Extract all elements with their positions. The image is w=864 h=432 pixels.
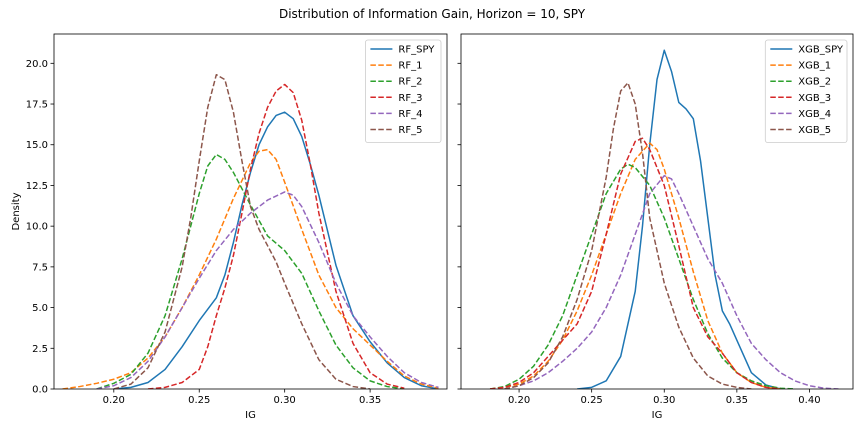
series-line-xgb-3 xyxy=(489,137,781,389)
legend-box xyxy=(764,39,848,143)
series-line-xgb-1 xyxy=(489,142,781,389)
figure-title: Distribution of Information Gain, Horizo… xyxy=(278,7,586,21)
y-tick-label: 17.5 xyxy=(26,100,48,111)
axes-frame xyxy=(460,33,854,390)
legend-label: XGB_3 xyxy=(798,93,831,104)
y-tick-label: 0.0 xyxy=(32,385,48,396)
legend: XGB_SPY XGB_1 XGB_2 XGB_3 XGB_4 XGB_5 xyxy=(764,39,848,143)
x-tick-label: 0.30 xyxy=(653,395,675,406)
y-tick-label: 12.5 xyxy=(26,181,48,192)
legend-label: XGB_2 xyxy=(798,77,831,88)
legend: RF_SPY RF_1 RF_2 RF_3 RF_4 RF_5 xyxy=(364,39,442,143)
y-tick-label: 7.5 xyxy=(32,262,48,273)
series-line-rf-spy xyxy=(113,111,439,389)
series-line-rf-3 xyxy=(147,83,405,389)
series-line-xgb-spy xyxy=(577,49,781,389)
axes-frame xyxy=(53,33,448,390)
panel-2: 0.20 0.25 0.30 0.35 0.40IGXGB_SPYXGB_1XGB_2X… xyxy=(457,33,854,421)
plot-area xyxy=(489,49,839,389)
y-tick-label: 5.0 xyxy=(32,303,48,314)
x-tick-label: 0.25 xyxy=(581,395,603,406)
series-line-rf-4 xyxy=(96,191,439,389)
x-tick-label: 0.20 xyxy=(103,395,125,406)
legend-label: XGB_1 xyxy=(798,61,831,72)
x-tick-label: 0.20 xyxy=(508,395,530,406)
y-axis-label: Density xyxy=(11,192,22,230)
legend-label: RF_SPY xyxy=(398,45,435,56)
legend-label: RF_4 xyxy=(398,109,422,120)
legend-label: XGB_4 xyxy=(798,109,831,120)
y-tick-label: 20.0 xyxy=(26,59,48,70)
x-axis-label: IG xyxy=(245,410,256,421)
legend-label: RF_5 xyxy=(398,125,422,136)
panel-1: 0.20 0.25 0.30 0.35 0.0 2.5 5.0 7.5 10.0 12.5 15.0… xyxy=(11,33,448,421)
legend-box xyxy=(364,39,442,143)
x-tick-label: 0.35 xyxy=(726,395,748,406)
series-line-rf-5 xyxy=(113,73,371,389)
series-line-xgb-5 xyxy=(504,82,752,389)
y-tick-label: 10.0 xyxy=(26,222,48,233)
legend-label: RF_3 xyxy=(398,93,422,104)
x-tick-label: 0.30 xyxy=(274,395,296,406)
legend-label: RF_1 xyxy=(398,61,422,72)
x-tick-label: 0.25 xyxy=(188,395,210,406)
y-tick-label: 2.5 xyxy=(32,344,48,355)
y-tick-label: 15.0 xyxy=(26,140,48,151)
series-line-xgb-4 xyxy=(504,174,839,389)
x-tick-label: 0.35 xyxy=(359,395,381,406)
legend-label: XGB_SPY xyxy=(798,45,844,56)
legend-label: XGB_5 xyxy=(798,125,831,136)
series-line-rf-1 xyxy=(62,148,439,389)
series-line-xgb-2 xyxy=(489,163,795,389)
series-line-rf-2 xyxy=(96,153,405,389)
x-tick-label: 0.40 xyxy=(798,395,820,406)
plot-area xyxy=(62,73,439,389)
x-axis-label: IG xyxy=(652,410,663,421)
legend-label: RF_2 xyxy=(398,77,422,88)
